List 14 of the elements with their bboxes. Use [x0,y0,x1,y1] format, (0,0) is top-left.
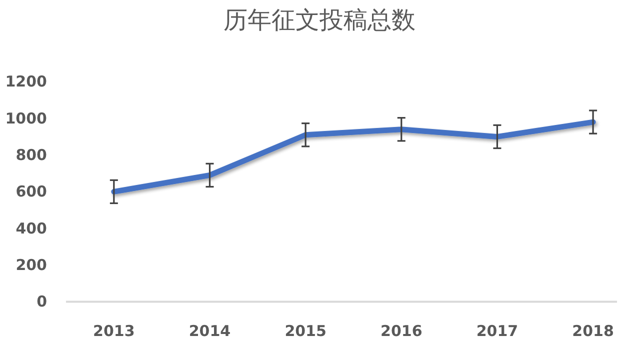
y-tick-label: 1000 [5,109,47,128]
x-tick-label: 2016 [380,322,422,338]
x-tick-label: 2014 [188,322,231,338]
y-tick-label: 800 [16,146,47,164]
chart-title: 历年征文投稿总数 [224,6,416,34]
y-tick-label: 1200 [5,72,47,91]
y-tick-label: 600 [16,182,47,201]
y-tick-label: 200 [16,256,47,274]
y-tick-label: 0 [36,292,47,311]
x-tick-label: 2018 [572,322,614,338]
x-tick-label: 2017 [476,322,518,338]
x-tick-label: 2015 [284,322,326,338]
y-tick-label: 400 [16,219,47,238]
x-tick-label: 2013 [93,322,135,338]
